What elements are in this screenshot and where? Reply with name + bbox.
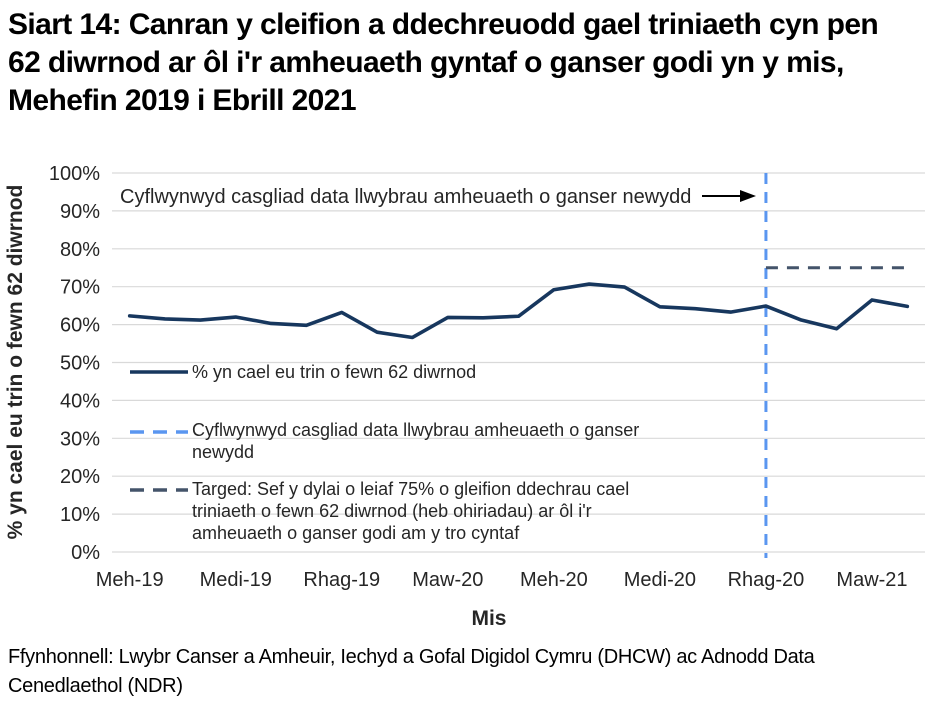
annotation-arrow-head (740, 190, 756, 202)
x-axis-title: Mis (471, 607, 506, 630)
legend: % yn cael eu trin o fewn 62 diwrnod Cyflw… (130, 362, 639, 543)
chart-svg: 0% 10% 20% 30% 40% 50% 60% 70% 80% 90% 100% % yn ca… (4, 163, 925, 630)
y-tick-label: 100% (49, 163, 100, 185)
y-tick-label: 70% (60, 277, 100, 299)
y-axis-title: % yn cael eu trin o fewn 62 diwrnod (4, 185, 27, 540)
y-axis: 0% 10% 20% 30% 40% 50% 60% 70% 80% 90% 100% (49, 163, 100, 564)
legend-item: % yn cael eu trin o fewn 62 diwrnod (130, 362, 476, 382)
legend-label: Cyflwynwyd casgliad data llwybrau amheua… (192, 420, 639, 440)
legend-item: Cyflwynwyd casgliad data llwybrau amheua… (130, 420, 639, 462)
line-chart: 0% 10% 20% 30% 40% 50% 60% 70% 80% 90% 100% % yn ca… (0, 140, 935, 640)
x-tick-label: Maw-21 (836, 569, 907, 591)
x-tick-label: Meh-19 (96, 569, 164, 591)
annotation-text: Cyflwynwyd casgliad data llwybrau amheua… (120, 186, 691, 208)
x-tick-label: Meh-20 (520, 569, 588, 591)
y-tick-label: 90% (60, 201, 100, 223)
x-tick-label: Maw-20 (412, 569, 483, 591)
y-tick-label: 20% (60, 466, 100, 488)
x-axis: Meh-19 Medi-19 Rhag-19 Maw-20 Meh-20 Medi-20 R… (96, 569, 908, 591)
y-tick-label: 30% (60, 428, 100, 450)
legend-label: newydd (192, 442, 254, 462)
legend-label: Targed: Sef y dylai o leiaf 75% o gleifi… (192, 479, 629, 499)
legend-item: Targed: Sef y dylai o leiaf 75% o gleifi… (130, 479, 629, 543)
y-tick-label: 80% (60, 239, 100, 261)
x-tick-label: Medi-19 (200, 569, 272, 591)
legend-label: triniaeth o fewn 62 diwrnod (heb ohiriad… (192, 501, 592, 521)
legend-label: % yn cael eu trin o fewn 62 diwrnod (192, 362, 476, 382)
page-title: Siart 14: Canran y cleifion a ddechreuod… (8, 8, 879, 117)
y-tick-label: 10% (60, 504, 100, 526)
gridlines (112, 172, 925, 553)
source-note: Ffynhonnell: Lwybr Canser a Amheuir, Iec… (8, 646, 815, 697)
y-tick-label: 60% (60, 315, 100, 337)
annotation: Cyflwynwyd casgliad data llwybrau amheua… (120, 186, 756, 208)
legend-label: amheuaeth o ganser godi am y tro cyntaf (192, 523, 520, 543)
x-tick-label: Medi-20 (624, 569, 696, 591)
x-tick-label: Rhag-20 (728, 569, 805, 591)
y-tick-label: 0% (71, 542, 100, 564)
x-tick-label: Rhag-19 (303, 569, 380, 591)
series-line (127, 282, 910, 340)
y-tick-label: 40% (60, 390, 100, 412)
y-tick-label: 50% (60, 353, 100, 375)
